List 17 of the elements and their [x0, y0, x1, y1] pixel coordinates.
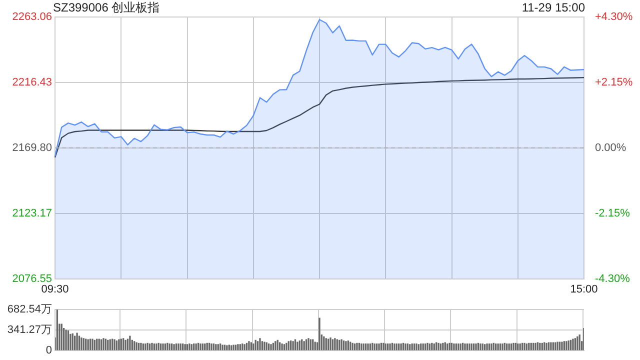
y-tick-label: 682.54万	[7, 304, 52, 316]
y2-tick-label: 0.00%	[595, 142, 626, 154]
y-tick-label: 2076.55	[12, 272, 52, 285]
y-tick-label: 2263.06	[12, 11, 52, 24]
y-tick-label: 2216.43	[12, 76, 52, 88]
y-tick-label: 0	[46, 344, 52, 356]
y2-tick-label: +2.15%	[595, 76, 633, 88]
x-tick-label: 15:00	[570, 283, 598, 296]
y-tick-label: 2169.80	[12, 142, 52, 154]
y2-tick-label: -2.15%	[595, 207, 630, 220]
y-tick-label: 341.27万	[7, 324, 52, 336]
text: 11-29 15:00	[522, 0, 586, 14]
chart-title: SZ399006 创业板指	[53, 0, 160, 14]
y-tick-label: 2123.17	[12, 207, 52, 220]
x-tick-label: 09:30	[41, 283, 69, 296]
y2-tick-label: +4.30%	[595, 11, 633, 24]
y2-tick-label: -4.30%	[595, 272, 630, 285]
